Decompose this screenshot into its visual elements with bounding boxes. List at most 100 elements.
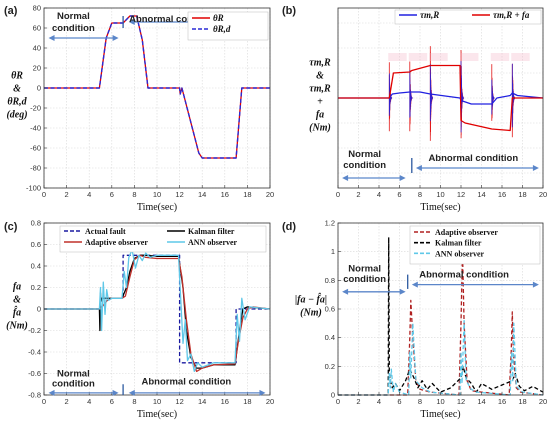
legend-label: Adaptive observer — [435, 228, 498, 237]
y-axis-label-line: |fa − f̂a| — [295, 292, 327, 305]
y-tick-label: 0.6 — [31, 240, 41, 249]
x-tick-label: 8 — [418, 397, 422, 406]
x-tick-label: 10 — [153, 190, 161, 199]
legend-label: Kalman filter — [435, 239, 482, 248]
legend-label: θR — [213, 13, 224, 23]
panel-c: (c) 0 2 4 6 8 10 12 14 16 18 20 0.8 0.6 0.4 0.2 0 -0.2 -0.… — [4, 219, 274, 421]
legend-box — [59, 225, 267, 253]
legend: Actual fault Kalman filter Adaptive observ… — [59, 225, 267, 253]
y-tick-label: 0.2 — [325, 362, 335, 371]
y-tick-label: -20 — [30, 104, 41, 113]
x-tick-label: 16 — [498, 397, 506, 406]
x-tick-label: 18 — [243, 190, 251, 199]
arrow-head-right — [399, 288, 406, 295]
panel-a: (a) 0 2 4 6 8 10 12 14 16 18 20 80 60 40 20 0 -20 -40 -60 -8… — [4, 4, 274, 214]
legend-label: ANN observer — [435, 249, 485, 258]
x-tick-label: 14 — [477, 397, 485, 406]
x-tick-label: 20 — [266, 397, 274, 406]
y-tick-label: 0.6 — [325, 305, 335, 314]
condition-annotation: Abnormal condition — [129, 14, 219, 25]
x-tick-label: 14 — [477, 190, 485, 199]
x-tick-label: 12 — [457, 190, 465, 199]
arrow-head-right — [532, 165, 539, 171]
condition-annotation: Normal — [57, 369, 90, 380]
condition-annotation: Abnormal condition — [419, 269, 509, 280]
x-tick-label: 2 — [65, 190, 69, 199]
x-tick-label: 20 — [539, 397, 547, 406]
x-tick-label: 16 — [221, 397, 229, 406]
x-tick-label: 12 — [175, 397, 183, 406]
legend-label: τm,R — [420, 10, 439, 20]
y-tick-label: -0.4 — [28, 348, 41, 357]
condition-annotation: condition — [52, 378, 95, 389]
x-tick-label: 20 — [539, 190, 547, 199]
legend-box — [394, 9, 542, 25]
y-tick-label: 0.4 — [325, 333, 335, 342]
condition-annotation: condition — [52, 23, 95, 34]
y-axis-label-line: (Nm) — [309, 123, 331, 134]
x-tick-label: 8 — [132, 190, 136, 199]
burst-haze — [490, 53, 510, 61]
x-tick-label: 4 — [377, 190, 381, 199]
arrow-head-left — [48, 35, 55, 41]
panel-label: (d) — [282, 221, 296, 233]
burst-haze — [408, 53, 428, 61]
y-tick-label: 1 — [331, 247, 335, 256]
x-tick-label: 20 — [266, 190, 274, 199]
x-tick-label: 6 — [397, 397, 401, 406]
x-tick-label: 4 — [377, 397, 381, 406]
condition-annotation: Normal — [348, 264, 381, 275]
burst-oscillation — [460, 61, 464, 133]
y-axis-label-line: fa — [316, 110, 324, 121]
panel-label: (b) — [282, 5, 296, 17]
y-axis-label-line: θR — [11, 71, 23, 82]
legend: τm,R τm,R + fa — [394, 9, 542, 25]
legend-box — [409, 225, 541, 265]
y-tick-label: 0 — [331, 391, 335, 400]
legend-label: Adaptive observer — [85, 238, 148, 247]
series-line-1 — [44, 15, 270, 159]
x-tick-label: 18 — [243, 397, 251, 406]
condition-annotation: Abnormal condition — [142, 376, 232, 387]
x-tick-label: 10 — [436, 397, 444, 406]
legend-label: τm,R + fa — [493, 10, 530, 20]
y-axis-label-line: τm,R — [309, 58, 331, 69]
x-tick-label: 14 — [198, 397, 206, 406]
burst-haze — [460, 53, 479, 61]
x-tick-label: 16 — [498, 190, 506, 199]
y-tick-label: 20 — [33, 64, 41, 73]
x-axis-label: Time(sec) — [420, 409, 460, 420]
panel-d: (d) 0 2 4 6 8 10 12 14 16 18 20 1.2 1 0.8 0.6 0.4 0.2 0 Tim… — [282, 219, 547, 421]
x-tick-label: 0 — [336, 190, 340, 199]
x-tick-label: 2 — [65, 397, 69, 406]
arrow-head-right — [399, 175, 406, 181]
y-tick-label: -100 — [26, 184, 41, 193]
x-tick-label: 12 — [175, 190, 183, 199]
panel-label: (a) — [4, 5, 18, 17]
x-tick-label: 6 — [397, 190, 401, 199]
burst-haze — [511, 53, 530, 61]
x-tick-label: 6 — [110, 397, 114, 406]
x-tick-label: 2 — [356, 397, 360, 406]
y-tick-label: -0.6 — [28, 369, 41, 378]
legend-label: ANN observer — [188, 238, 238, 247]
panel-b: (b) 0 2 4 6 8 10 12 14 16 18 20 Time(sec) τm,R & τm,R + f… — [282, 5, 547, 213]
arrow-head-left — [48, 389, 55, 396]
x-tick-label: 4 — [87, 190, 91, 199]
y-axis-label-line: τm,R — [309, 84, 331, 95]
y-tick-label: -40 — [30, 124, 41, 133]
x-axis-label: Time(sec) — [420, 202, 460, 213]
x-tick-label: 12 — [457, 397, 465, 406]
legend-box — [187, 11, 269, 41]
x-tick-label: 8 — [418, 190, 422, 199]
x-tick-label: 16 — [221, 190, 229, 199]
series-line-3 — [44, 249, 271, 373]
y-axis-label-line: (deg) — [6, 110, 27, 121]
panel-label: (c) — [4, 221, 18, 233]
arrow-head-left — [128, 19, 135, 25]
y-tick-label: 0.2 — [31, 283, 41, 292]
y-tick-label: 0.8 — [31, 219, 41, 228]
burst-oscillation — [491, 79, 495, 115]
burst-haze — [429, 53, 448, 61]
